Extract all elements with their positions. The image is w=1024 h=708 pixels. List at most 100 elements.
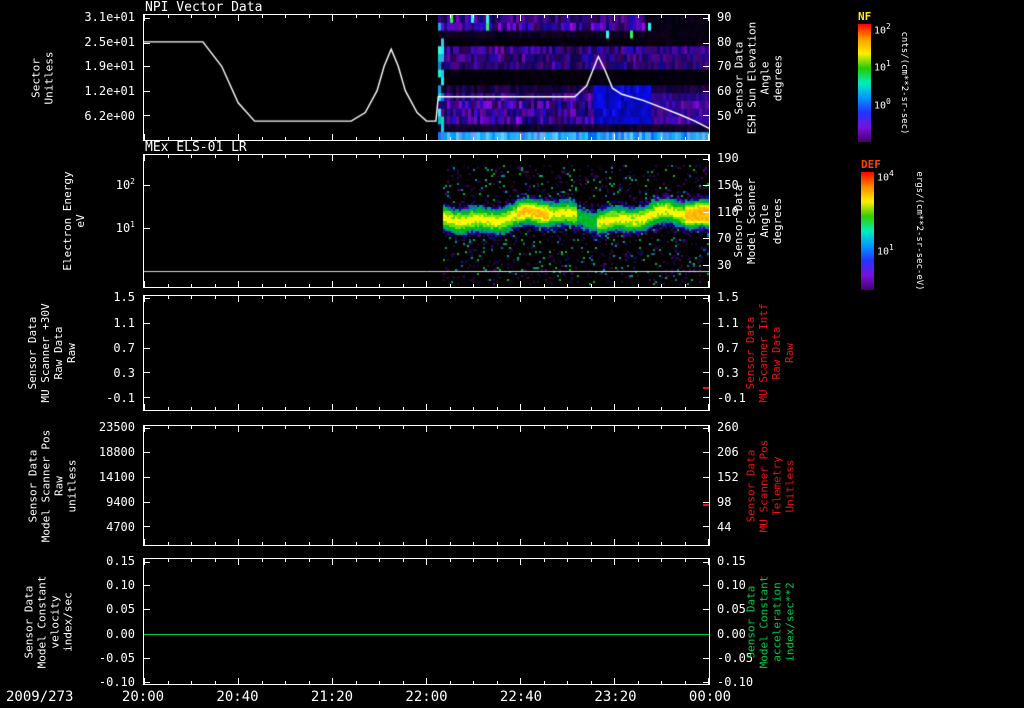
y-tick-label: 0.15: [717, 553, 746, 568]
x-tick-mark: [168, 15, 169, 18]
x-tick-mark: [285, 559, 286, 562]
x-tick-mark: [426, 296, 427, 302]
x-tick-mark: [567, 426, 568, 429]
x-tick-label: 00:00: [688, 689, 732, 705]
x-tick-mark: [567, 284, 568, 287]
x-tick-mark: [168, 284, 169, 287]
x-tick-mark: [379, 426, 380, 429]
x-tick-mark: [215, 155, 216, 158]
x-tick-mark: [567, 296, 568, 299]
y-tick-label: 0.7: [113, 341, 135, 356]
x-tick-mark: [332, 404, 333, 410]
y-tick-mark: [144, 115, 150, 116]
x-tick-mark: [262, 15, 263, 18]
x-tick-mark: [473, 284, 474, 287]
x-tick-mark: [450, 559, 451, 562]
y-tick-mark: [144, 428, 150, 429]
y-tick-mark: [144, 477, 150, 478]
x-tick-mark: [708, 539, 709, 545]
colorbar-tick-label: 100: [874, 97, 891, 112]
x-tick-mark: [520, 281, 521, 287]
x-tick-mark: [191, 426, 192, 429]
y-tick-mark: [144, 323, 150, 324]
x-tick-label: 21:20: [310, 689, 354, 705]
y-tick-label: 90: [717, 9, 732, 24]
y-tick-label: 260: [717, 420, 739, 435]
x-tick-mark: [426, 678, 427, 684]
x-tick-mark: [685, 407, 686, 410]
y-tick-mark: [703, 115, 709, 116]
x-tick-mark: [379, 15, 380, 18]
x-tick-mark: [638, 15, 639, 18]
x-tick-mark: [544, 426, 545, 429]
panel-4-frame: [143, 425, 710, 546]
x-tick-mark: [661, 407, 662, 410]
y-tick-mark: [703, 585, 709, 586]
x-tick-mark: [426, 404, 427, 410]
x-tick-label: 20:40: [216, 689, 259, 705]
y-tick-label: 98: [717, 495, 732, 510]
x-tick-mark: [144, 678, 145, 684]
y-tick-mark: [703, 298, 709, 299]
x-tick-mark: [238, 296, 239, 302]
exponent: 1: [130, 219, 135, 229]
x-tick-mark: [685, 296, 686, 299]
y-tick-label: 0.10: [717, 577, 746, 592]
y-tick-mark: [144, 609, 150, 610]
y-tick-label: 70: [717, 231, 732, 246]
y-tick-mark: [703, 452, 709, 453]
x-tick-mark: [144, 155, 145, 161]
colorbar-tick-label: 101: [877, 242, 894, 258]
y-tick-mark: [144, 43, 150, 44]
x-tick-mark: [191, 542, 192, 545]
x-tick-mark: [685, 155, 686, 158]
panel-1-frame: [143, 14, 710, 141]
x-tick-mark: [332, 559, 333, 565]
x-tick-mark: [426, 426, 427, 432]
y-tick-mark: [144, 66, 150, 67]
x-tick-mark: [356, 284, 357, 287]
x-tick-mark: [168, 137, 169, 140]
y-tick-mark: [144, 452, 150, 453]
y-tick-label: 18800: [98, 444, 135, 459]
x-tick-mark: [309, 426, 310, 429]
x-tick-mark: [661, 155, 662, 158]
y-tick-label: 80: [717, 34, 732, 49]
x-tick-mark: [614, 155, 615, 161]
y-tick-label: 0.15: [106, 553, 135, 568]
x-tick-mark: [591, 407, 592, 410]
x-tick-mark: [262, 407, 263, 410]
x-tick-mark: [567, 681, 568, 684]
x-tick-mark: [238, 281, 239, 287]
x-tick-mark: [191, 681, 192, 684]
colorbar-nf-unit-label: cnts/(cm**2-sr-sec): [899, 31, 909, 135]
x-tick-mark: [215, 15, 216, 18]
x-tick-mark: [191, 407, 192, 410]
x-tick-mark: [356, 15, 357, 18]
exponent: 0: [886, 97, 891, 107]
panel-3-right-axis-label: Sensor Data MU Scanner Intf Raw Data Raw: [744, 303, 796, 403]
x-tick-mark: [497, 559, 498, 562]
x-tick-mark: [262, 296, 263, 299]
x-tick-mark: [638, 681, 639, 684]
panel-2-title: MEx ELS-01 LR: [145, 140, 247, 155]
y-tick-label: 152: [717, 470, 739, 485]
x-tick-mark: [497, 15, 498, 18]
x-tick-mark: [450, 542, 451, 545]
x-tick-mark: [238, 404, 239, 410]
panel-5-right-axis-label: Sensor Data Model Constant acceleration …: [744, 575, 796, 668]
x-tick-mark: [450, 137, 451, 140]
x-tick-mark: [661, 137, 662, 140]
x-tick-mark: [638, 137, 639, 140]
y-tick-mark: [144, 585, 150, 586]
y-tick-label: 23500: [98, 420, 135, 435]
x-tick-mark: [614, 404, 615, 410]
colorbar-nf: NF cnts/(cm**2-sr-sec) 102 101 100: [858, 10, 928, 160]
x-tick-mark: [473, 15, 474, 18]
x-tick-mark: [309, 542, 310, 545]
y-tick-label: -0.1: [717, 391, 746, 406]
x-tick-mark: [285, 296, 286, 299]
x-tick-mark: [332, 134, 333, 140]
panel-4-right-axis-label: Sensor Data MU Scanner Pos Telemetry Uni…: [744, 439, 796, 532]
x-tick-mark: [356, 407, 357, 410]
